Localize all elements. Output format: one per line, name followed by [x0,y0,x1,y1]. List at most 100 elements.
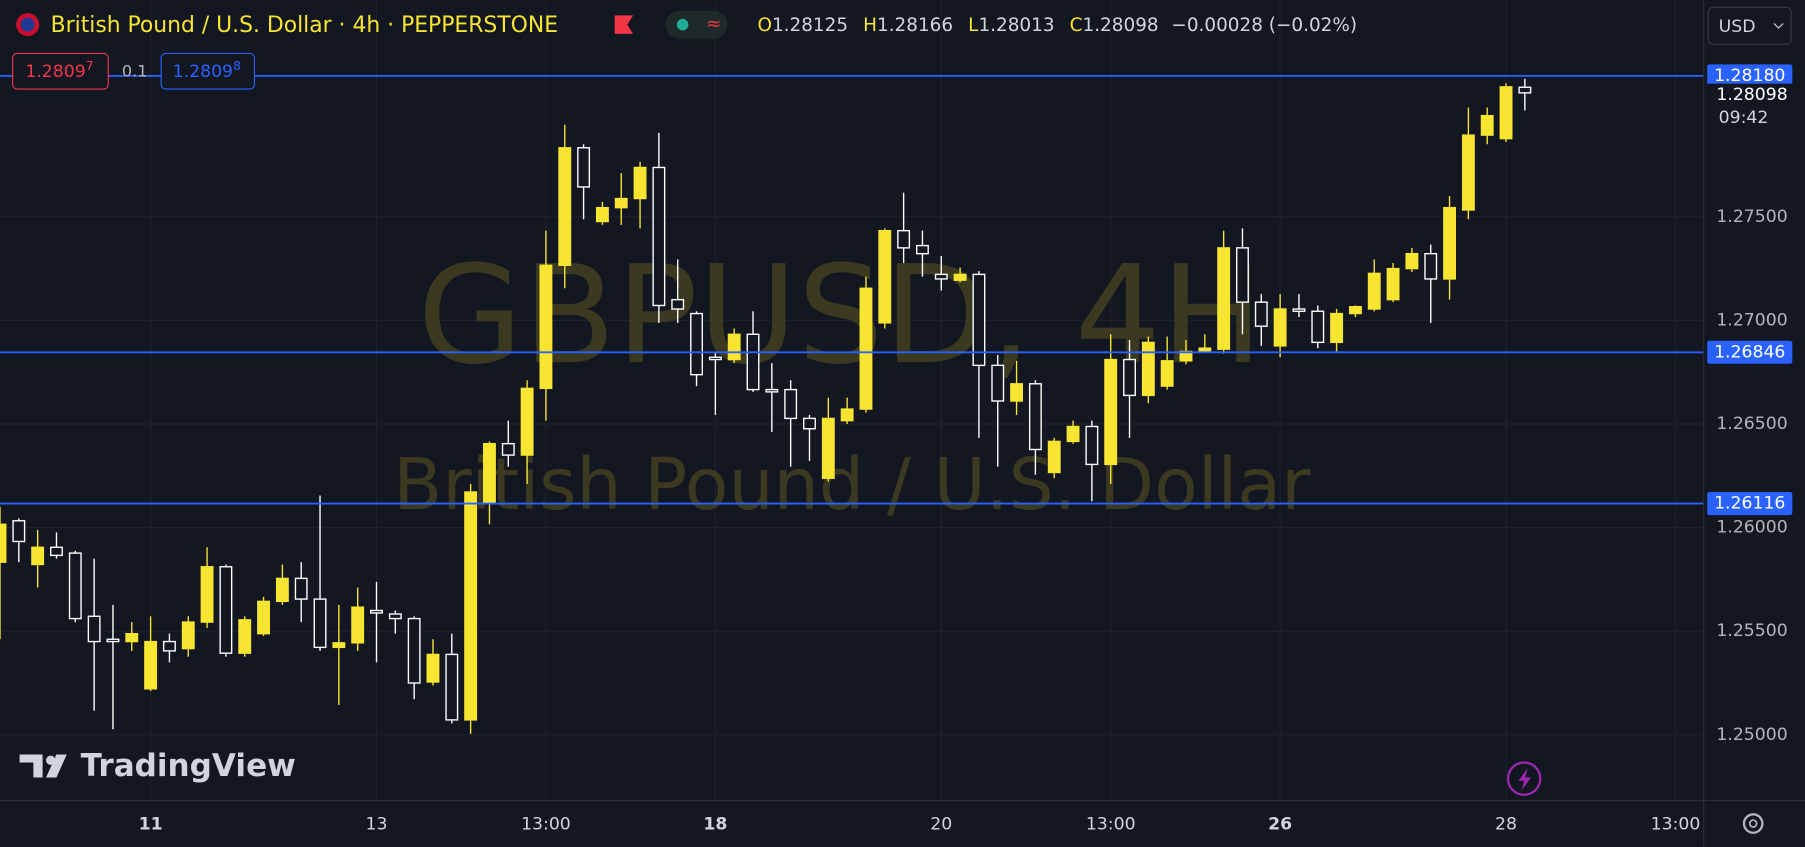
countdown-label: 09:42 [1719,108,1769,128]
candle-body [539,264,553,390]
buy-price: 1.28098 [173,58,241,82]
candle-body [803,417,816,430]
currency-label: USD [1719,17,1756,37]
candle-body [633,166,647,200]
candle-body [1010,383,1024,402]
candle-body [12,520,26,543]
candle-body [445,653,459,721]
candle-body [1518,86,1532,94]
logo-text[interactable]: TradingView [81,748,296,784]
candle-body [407,617,421,684]
candle-body [746,333,760,391]
last-price-box [1707,83,1793,130]
ohlc-value: 1.28125 [772,15,848,36]
candle-body [708,356,722,361]
candle-body [332,642,346,649]
candle-body [1198,347,1212,353]
candle-body [200,566,214,623]
candle-body [1499,86,1513,140]
candle-body [483,442,496,505]
price-label-box [1707,64,1793,88]
candle-body [1424,252,1438,280]
candle-body [1236,247,1249,303]
alert-icon[interactable] [1506,761,1542,796]
y-tick-label: 1.25000 [1716,725,1787,745]
sell-price: 1.28097 [25,58,93,82]
candle-body [1141,341,1155,397]
candle-body [577,147,591,188]
candle-body [1386,267,1400,301]
candle-body [313,598,327,649]
candle-body [595,206,609,223]
candle-body [1292,308,1306,312]
candle-body [31,546,45,566]
candle-body [1066,425,1080,443]
candle-body [840,408,854,422]
candle-body [1311,310,1325,344]
price-label: 1.28180 [1714,66,1785,86]
currency-select[interactable] [1707,6,1792,45]
candle-body [1367,272,1381,310]
sell-button[interactable] [12,52,109,90]
dropdown-arrow [1773,23,1784,29]
sell-price-sup: 7 [86,58,94,73]
spread: 0.1 [122,61,148,80]
x-tick-label: 28 [1495,815,1517,835]
buy-button[interactable] [160,52,255,90]
candle-body [1047,440,1061,474]
ohlc-legend: O1.28125 H1.28166 L1.28013 C1.28098 −0.0… [757,15,1357,36]
buy-price-main: 1.2809 [173,62,233,82]
candle-body [1254,301,1268,327]
candle-body [953,273,967,281]
last-price-label: 1.28098 [1716,85,1787,105]
candle-body [144,640,158,690]
candle-body [558,147,572,266]
market-open-dot [676,18,689,31]
candle-body [859,287,873,410]
settings-icon [1748,819,1758,828]
candle-body [388,613,402,620]
candle-body [68,552,82,620]
candle-body [991,364,1005,402]
x-tick-label: 13:00 [521,815,571,835]
x-tick-label: 13:00 [1651,815,1701,835]
candle-body [1104,358,1118,466]
candle-body [1461,134,1475,211]
candle-body [1405,252,1419,270]
candle-body [1330,312,1344,344]
candle-body [501,442,515,456]
flag-marker[interactable] [614,15,634,34]
candle-body [897,229,911,249]
candle-body [690,312,703,376]
ohlc-label: O [757,15,772,36]
candle-body [972,273,986,367]
flag-icon [20,17,35,32]
ohlc-value: 1.28098 [1083,15,1159,36]
x-tick-label: 20 [930,815,952,835]
candle-body [727,333,741,361]
candle-body [1480,114,1494,136]
candle-body [106,638,120,643]
candle-body [520,387,534,456]
candle-body [1273,308,1287,347]
candle-body [426,653,440,683]
symbol-title[interactable]: British Pound / U.S. Dollar · 4h · PEPPE… [51,13,558,38]
candle-body [821,417,835,479]
candle-body [1217,247,1231,350]
x-tick-label: 13:00 [1086,815,1136,835]
settings-icon[interactable] [1742,813,1764,834]
candle-body [0,523,7,563]
candle-body [915,244,929,255]
logo-icon [46,755,56,765]
sell-price-main: 1.2809 [25,62,85,82]
price-label: 1.26116 [1714,494,1785,514]
x-tick-label: 18 [703,815,727,835]
candle-body [294,577,308,600]
status-pill[interactable] [665,10,728,39]
candle-body [1443,206,1457,280]
candle-body [878,229,892,324]
candle-body [219,566,233,654]
ohlc-value: 1.28166 [877,15,953,36]
candle-body [181,621,195,650]
candle-body [652,166,666,307]
